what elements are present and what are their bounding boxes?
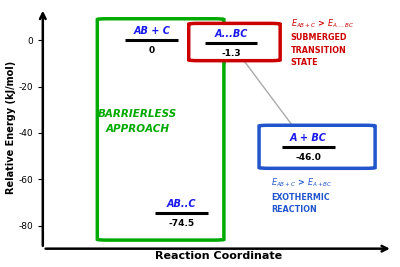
- Text: $E_{AB+C}$ > $E_{A+BC}$
EXOTHERMIC
REACTION: $E_{AB+C}$ > $E_{A+BC}$ EXOTHERMIC REACT…: [271, 177, 333, 214]
- Text: A + BC: A + BC: [290, 133, 327, 143]
- FancyBboxPatch shape: [259, 125, 375, 168]
- X-axis label: Reaction Coordinate: Reaction Coordinate: [155, 252, 282, 261]
- Text: -46.0: -46.0: [295, 152, 321, 162]
- FancyBboxPatch shape: [189, 23, 280, 61]
- Text: 0: 0: [149, 46, 155, 55]
- Y-axis label: Relative Energy (kJ/mol): Relative Energy (kJ/mol): [6, 61, 16, 194]
- Text: -1.3: -1.3: [221, 49, 241, 58]
- Text: $E_{AB+C}$ > $E_{A...BC}$
SUBMERGED
TRANSITION
STATE: $E_{AB+C}$ > $E_{A...BC}$ SUBMERGED TRAN…: [291, 17, 354, 67]
- Text: AB + C: AB + C: [133, 26, 170, 36]
- Text: -74.5: -74.5: [169, 219, 195, 227]
- FancyBboxPatch shape: [97, 19, 224, 240]
- Text: AB..C: AB..C: [167, 199, 196, 209]
- Text: BARRIERLESS
APPROACH: BARRIERLESS APPROACH: [98, 109, 177, 134]
- Text: A...BC: A...BC: [214, 29, 248, 39]
